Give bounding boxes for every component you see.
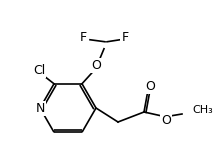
Text: O: O <box>145 79 155 92</box>
Text: F: F <box>121 31 128 44</box>
Text: O: O <box>161 113 171 127</box>
Text: CH₃: CH₃ <box>192 105 213 115</box>
Text: F: F <box>79 31 86 44</box>
Text: Cl: Cl <box>33 64 45 77</box>
Text: N: N <box>35 101 45 115</box>
Text: O: O <box>91 59 101 72</box>
